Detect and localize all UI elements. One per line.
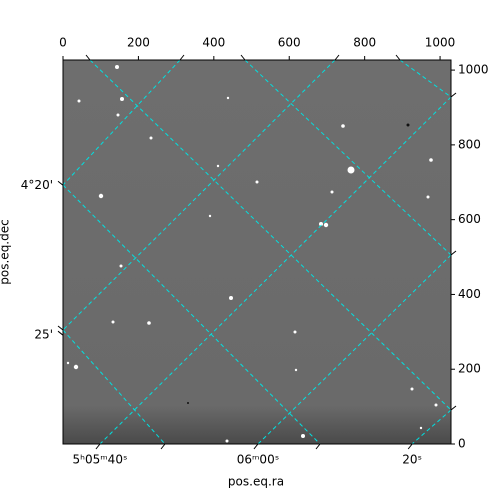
y-tick-label: 600 <box>458 212 481 226</box>
sky-image <box>63 60 451 444</box>
y-tick-label: 1000 <box>458 63 489 77</box>
ra-tick-label: 5ʰ05ᵐ40ˢ <box>72 453 127 467</box>
dec-tick <box>57 330 64 336</box>
x-tick-label: 800 <box>353 36 376 50</box>
ra-tick <box>95 443 101 450</box>
ra-tick <box>407 443 413 450</box>
y-tick-label: 400 <box>458 287 481 301</box>
dec-tick-label: 4°20' <box>21 178 53 192</box>
ra-tick-label: 20ˢ <box>402 453 422 467</box>
unlabeled-ticks <box>57 54 457 450</box>
frame <box>62 59 452 445</box>
x-tick-label: 1000 <box>425 36 456 50</box>
dec-tick-label: 25' <box>34 328 53 342</box>
y-tick-label: 0 <box>458 437 466 451</box>
stars <box>66 65 438 443</box>
ra-tick <box>253 443 259 450</box>
y-tick-label: 800 <box>458 137 481 151</box>
ra-tick-label: 06ᵐ00ˢ <box>237 453 280 467</box>
x-tick-label: 400 <box>202 36 225 50</box>
dec-tick <box>57 180 64 186</box>
coordinate-grid <box>62 59 452 445</box>
x-tick-label: 0 <box>59 36 67 50</box>
y-axis-label: pos.eq.dec <box>0 219 12 284</box>
x-tick-label: 600 <box>278 36 301 50</box>
x-axis-label: pos.eq.ra <box>228 475 284 489</box>
x-tick-label: 200 <box>127 36 150 50</box>
y-tick-label: 200 <box>458 362 481 376</box>
